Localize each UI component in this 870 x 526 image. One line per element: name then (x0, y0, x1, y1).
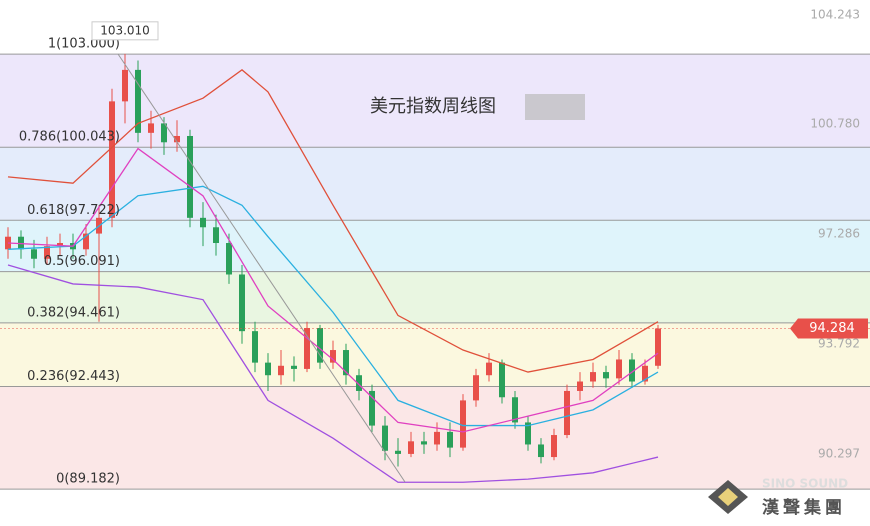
last-price-label: 94.284 (809, 321, 855, 336)
candle-body (200, 217, 206, 228)
candle-body (538, 444, 544, 458)
candle-body (252, 331, 258, 363)
candle-body (343, 350, 349, 376)
blur-box (525, 94, 585, 120)
fib-band (0, 54, 870, 148)
fib-label: 0.236(92.443) (27, 369, 120, 384)
candle-body (395, 450, 401, 454)
candle-body (148, 123, 154, 133)
high-label: 103.010 (100, 23, 150, 37)
candle-body (512, 397, 518, 423)
candle-body (486, 362, 492, 376)
candle-body (161, 123, 167, 143)
candle-body (551, 435, 557, 458)
brand: 漢聲集團 (762, 497, 846, 518)
candle-body (408, 441, 414, 454)
y-tick-label: 93.792 (818, 336, 860, 350)
fib-band (0, 271, 870, 323)
plot (5, 53, 661, 483)
candle-body (447, 431, 453, 448)
fib-label: 0(89.182) (56, 472, 120, 487)
candle-body (44, 246, 50, 259)
y-tick-label: 100.780 (810, 117, 860, 131)
indicator-line (7, 185, 659, 427)
watermark: SINO SOUND (762, 477, 848, 491)
candle-body (317, 328, 323, 363)
y-tick-label: 90.297 (818, 447, 860, 461)
candle-body (304, 328, 310, 369)
fib-label: 0.618(97.722) (27, 203, 120, 218)
candle-body (525, 422, 531, 445)
candle-body (655, 328, 661, 366)
logo-icon-inner (718, 488, 738, 506)
candle-body (213, 227, 219, 244)
candle-body (278, 365, 284, 376)
indicator-line (7, 264, 659, 483)
candle-body (590, 372, 596, 382)
fib-band (0, 322, 870, 387)
candle-body (603, 372, 609, 379)
indicator-line (7, 69, 659, 373)
fib-label: 0.382(94.461) (27, 305, 120, 320)
candle-body (369, 390, 375, 426)
fib-bands (0, 53, 870, 526)
indicator-line (7, 147, 659, 433)
fib-band (0, 220, 870, 272)
candle-body (122, 69, 128, 102)
candle-body (265, 362, 271, 376)
candle-body (564, 390, 570, 436)
fib-label: 0.5(96.091) (44, 254, 120, 269)
chart-title: 美元指数周线图 (370, 96, 496, 117)
high-label-box (91, 21, 159, 41)
trend-line (117, 53, 406, 483)
fib-label: 0.786(100.043) (19, 130, 120, 145)
candle-body (421, 441, 427, 445)
candle-body (577, 381, 583, 391)
candle-body (291, 365, 297, 369)
candle-body (356, 375, 362, 391)
y-tick-label: 97.286 (818, 227, 860, 241)
candle-body (473, 375, 479, 401)
candle-body (616, 359, 622, 379)
candle-body (460, 400, 466, 448)
candle-body (642, 365, 648, 382)
candle-body (83, 233, 89, 250)
candle-body (57, 243, 63, 247)
candle-body (434, 431, 440, 445)
fib-band (0, 147, 870, 221)
candle-body (187, 135, 193, 218)
candle-body (135, 69, 141, 133)
candle-body (239, 274, 245, 332)
candle-body (382, 425, 388, 451)
fib-label: 1(103.000) (48, 37, 120, 52)
candle-body (499, 362, 505, 398)
candle-body (629, 359, 635, 382)
last-price-tag (790, 318, 868, 339)
candle-body (226, 243, 232, 275)
candle-body (330, 350, 336, 363)
candle-body (31, 249, 37, 259)
candle-body (174, 135, 180, 143)
candle-body (109, 101, 115, 218)
y-tick-label: 104.243 (810, 8, 860, 22)
